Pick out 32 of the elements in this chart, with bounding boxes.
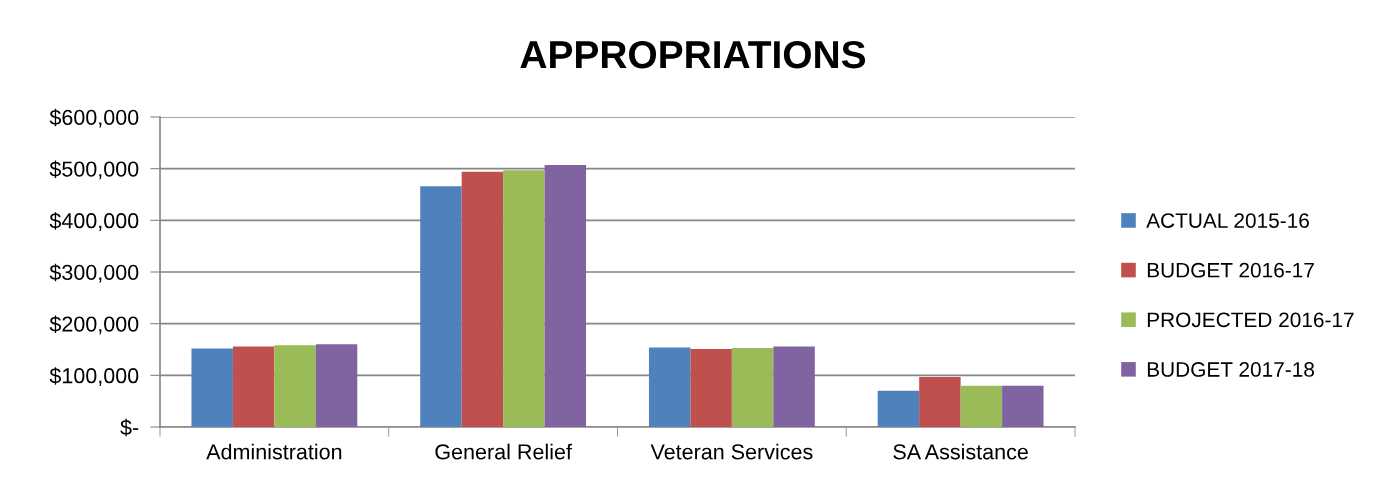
y-tick-label: $300,000 (49, 263, 139, 283)
bar (919, 376, 961, 427)
bar (503, 170, 545, 427)
bar (773, 346, 815, 427)
legend-label: BUDGET 2016-17 (1147, 262, 1314, 278)
y-tick-label: $500,000 (49, 160, 139, 180)
y-tick-label: $600,000 (49, 108, 139, 128)
x-tick-label: SA Assistance (893, 443, 1028, 460)
y-tick-label: $400,000 (49, 212, 139, 231)
y-tick-label: $100,000 (49, 367, 139, 386)
bar (1002, 385, 1044, 427)
bar (191, 348, 233, 427)
bar (461, 171, 504, 427)
bar (877, 390, 920, 427)
legend-label: ACTUAL 2015-16 (1146, 213, 1309, 228)
bar (648, 347, 691, 427)
y-tick-label: $200,000 (49, 315, 139, 335)
bar (960, 385, 1003, 427)
x-tick-label: Administration (206, 443, 342, 460)
legend-label: PROJECTED 2016-17 (1147, 312, 1354, 328)
x-tick-label: Veteran Services (650, 443, 813, 460)
legend-label: BUDGET 2017-18 (1147, 362, 1314, 377)
bar (420, 186, 462, 427)
bar (731, 347, 774, 427)
y-tick-label: $- (120, 418, 139, 437)
chart-title: APPROPRIATIONS (520, 40, 866, 69)
x-tick-label: General Relief (435, 443, 572, 460)
bar (274, 345, 316, 427)
bar (690, 348, 732, 427)
bar (232, 346, 275, 427)
bar (315, 344, 358, 427)
bar (544, 165, 587, 427)
